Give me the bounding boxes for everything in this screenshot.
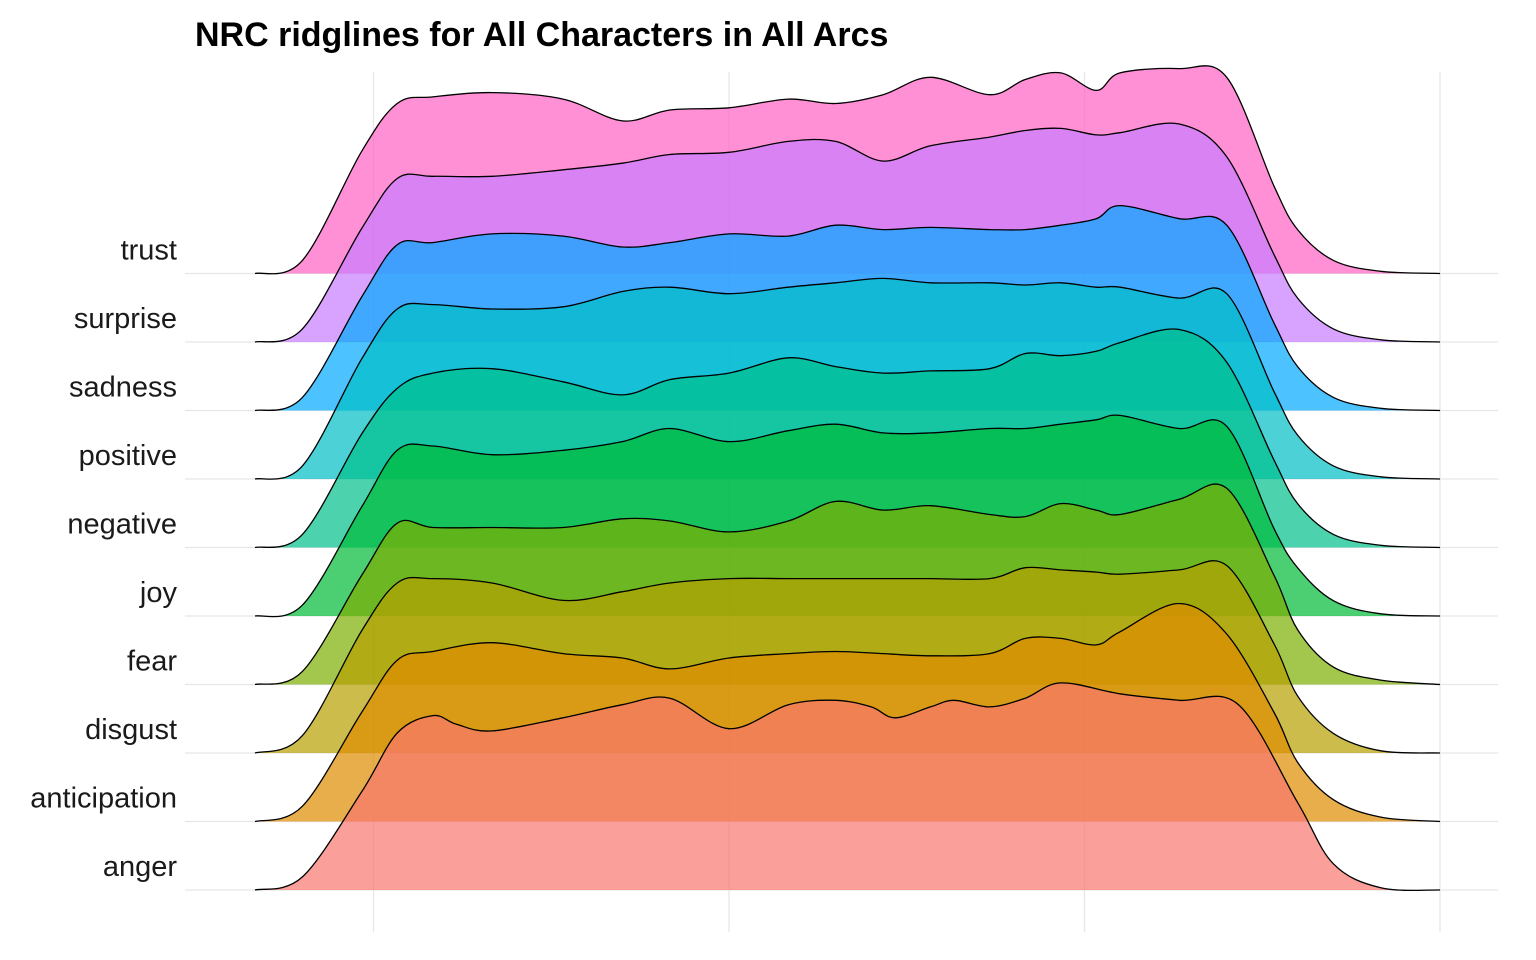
y-label-disgust: disgust <box>85 714 177 746</box>
y-label-joy: joy <box>139 577 178 609</box>
ridge-outline-sadness <box>254 204 1441 412</box>
y-axis-labels: trust surprise sadness positive negative joy f… <box>30 235 177 884</box>
y-label-trust: trust <box>121 235 177 267</box>
y-label-anticipation: anticipation <box>30 783 177 815</box>
ridge-outline-trust <box>254 65 1441 275</box>
ridges <box>254 65 1441 892</box>
y-label-sadness: sadness <box>69 372 177 404</box>
y-label-positive: positive <box>79 440 177 472</box>
ridge-outline-positive <box>254 277 1441 480</box>
ridge-outline-disgust <box>254 560 1441 754</box>
ridge-outline-fear <box>254 483 1441 686</box>
ridge-outline-surprise <box>254 122 1441 343</box>
ridge-area-anger <box>255 682 1440 891</box>
y-label-negative: negative <box>67 509 177 541</box>
chart-title: NRC ridglines for All Characters in All … <box>195 16 889 54</box>
y-label-anger: anger <box>103 851 178 883</box>
ridge-outline-anger <box>254 682 1441 892</box>
ridge-outline-joy <box>254 414 1441 618</box>
y-label-surprise: surprise <box>74 303 177 335</box>
y-label-fear: fear <box>127 646 177 678</box>
ridge-outline-anticipation <box>254 602 1441 823</box>
ridge-outline-negative <box>254 328 1441 549</box>
